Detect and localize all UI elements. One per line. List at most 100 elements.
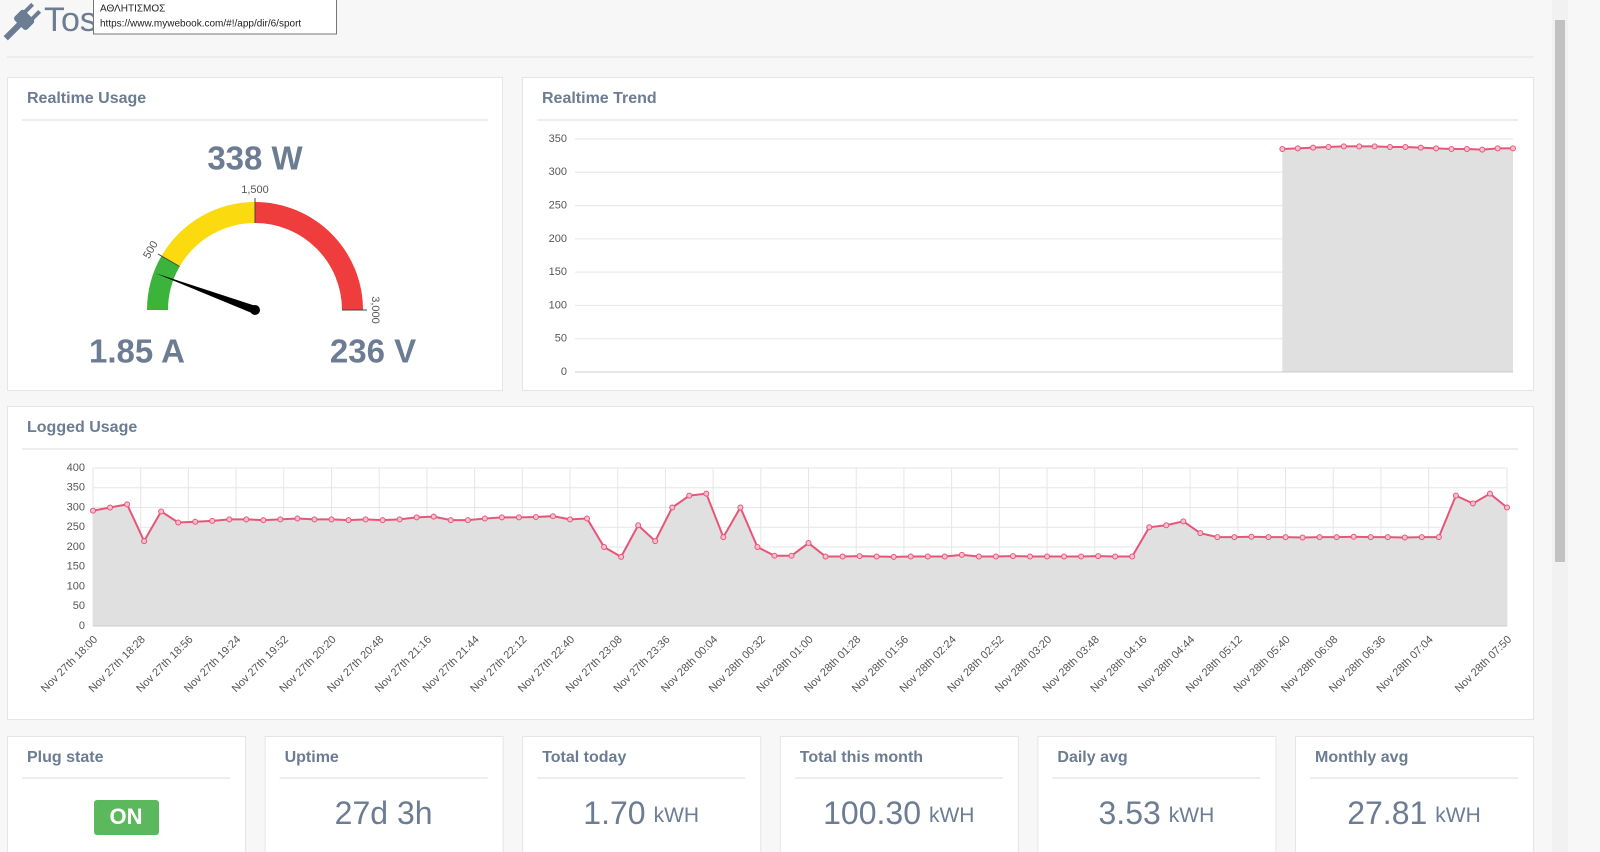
- panel: [7, 77, 503, 391]
- point: [413, 514, 420, 521]
- point: [1463, 145, 1470, 152]
- point: [1340, 143, 1347, 150]
- point: [669, 504, 676, 511]
- y-tick-label: 0: [561, 366, 567, 378]
- point: [498, 514, 505, 521]
- point: [515, 514, 522, 521]
- point: [277, 516, 284, 523]
- point: [1061, 553, 1068, 560]
- point: [192, 518, 199, 525]
- point: [1402, 143, 1409, 150]
- tooltip-title: ΑΘΛΗΤΙΣΜΟΣ: [100, 4, 165, 15]
- point: [1435, 534, 1442, 541]
- y-tick-label: 400: [67, 462, 85, 474]
- point: [1265, 534, 1272, 541]
- y-tick-label: 50: [73, 600, 85, 612]
- point: [1479, 146, 1486, 153]
- card-unit: kWH: [1435, 804, 1481, 827]
- point: [107, 504, 114, 511]
- point: [243, 516, 250, 523]
- point: [1333, 534, 1340, 541]
- point: [1401, 534, 1408, 541]
- point: [1214, 534, 1221, 541]
- card-title: Monthly avg: [1315, 749, 1408, 766]
- point: [805, 540, 812, 547]
- gauge-tick-label: 1,500: [241, 184, 269, 196]
- point: [430, 513, 437, 520]
- point: [464, 517, 471, 524]
- card-unit: kWH: [654, 804, 700, 827]
- card-number: 1.70: [583, 795, 645, 831]
- point: [1310, 144, 1317, 151]
- point: [584, 515, 591, 522]
- card-title: Uptime: [285, 749, 339, 766]
- card: [1295, 736, 1534, 852]
- point: [1129, 553, 1136, 560]
- page-title: Tos: [44, 1, 97, 39]
- y-tick-label: 150: [67, 561, 85, 573]
- y-tick-label: 100: [549, 299, 567, 311]
- point: [481, 515, 488, 522]
- point: [1146, 524, 1153, 531]
- point: [549, 513, 556, 520]
- y-tick-label: 200: [67, 541, 85, 553]
- point: [141, 538, 148, 545]
- point: [737, 504, 744, 511]
- point: [1418, 534, 1425, 541]
- point: [1486, 490, 1493, 497]
- card-value: 27d 3h: [335, 795, 433, 831]
- point: [1112, 553, 1119, 560]
- point: [839, 553, 846, 560]
- point: [788, 552, 795, 559]
- point: [890, 553, 897, 560]
- point: [924, 553, 931, 560]
- point: [1078, 553, 1085, 560]
- gauge-band: [255, 202, 363, 310]
- y-tick-label: 300: [67, 501, 85, 513]
- point: [1452, 492, 1459, 499]
- point: [158, 508, 165, 515]
- point: [618, 553, 625, 560]
- point: [873, 553, 880, 560]
- y-tick-label: 250: [67, 521, 85, 533]
- y-tick-label: 350: [549, 133, 567, 145]
- gauge-band: [147, 256, 180, 310]
- point: [635, 522, 642, 529]
- current-value: 1.85 A: [89, 333, 185, 370]
- card: [522, 736, 762, 852]
- point: [958, 551, 965, 558]
- card-value: 1.70 kWH: [583, 795, 699, 831]
- point: [856, 553, 863, 560]
- voltage-value: 236 V: [330, 333, 416, 370]
- card: [1037, 736, 1277, 852]
- point: [941, 553, 948, 560]
- y-tick-label: 300: [549, 166, 567, 178]
- card-unit: kWH: [929, 804, 975, 827]
- scrollbar-thumb[interactable]: [1555, 20, 1565, 562]
- point: [1504, 504, 1510, 511]
- point: [822, 553, 829, 560]
- point: [345, 517, 352, 524]
- point: [396, 516, 403, 523]
- point: [1279, 145, 1286, 152]
- y-tick-label: 100: [67, 580, 85, 592]
- card-title: Plug state: [27, 749, 104, 766]
- gauge-band: [161, 202, 255, 267]
- point: [754, 544, 761, 550]
- panel-title: Realtime Usage: [27, 90, 146, 107]
- point: [1180, 518, 1187, 525]
- plug-icon: [3, 2, 42, 41]
- area: [1282, 146, 1513, 372]
- point: [532, 513, 539, 520]
- tooltip-url: https://www.mywebook.com/#!/app/dir/6/sp…: [100, 19, 301, 30]
- panel-title: Logged Usage: [27, 419, 137, 436]
- y-tick-label: 350: [67, 482, 85, 494]
- y-tick-label: 0: [79, 620, 85, 632]
- state-value: ON: [110, 804, 143, 829]
- card-number: 100.30: [823, 795, 921, 831]
- gauge-tick: [157, 253, 180, 267]
- gauge-hub: [250, 305, 260, 315]
- card-value: 3.53 kWH: [1099, 795, 1215, 831]
